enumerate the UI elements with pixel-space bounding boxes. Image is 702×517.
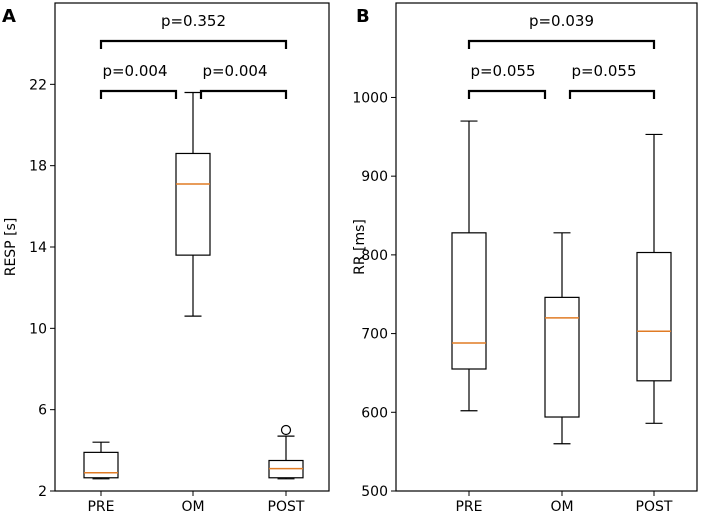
x-tick-label: PRE <box>87 499 114 515</box>
x-tick-label: POST <box>268 499 305 515</box>
y-tick-label: 500 <box>361 484 388 500</box>
significance-bracket <box>199 89 288 99</box>
y-tick-label: 1000 <box>352 90 388 106</box>
box-post <box>636 133 672 424</box>
panel-label: B <box>356 6 370 27</box>
y-tick-label: 2 <box>38 484 47 500</box>
significance-bracket <box>568 89 656 99</box>
y-tick-label: 10 <box>29 321 47 337</box>
box-body <box>544 296 580 418</box>
p-value-label: p=0.352 <box>161 12 226 30</box>
significance-bracket <box>99 39 288 49</box>
y-tick-label: 6 <box>38 403 47 419</box>
p-value-label: p=0.004 <box>102 62 167 80</box>
y-tick-label: 14 <box>29 240 47 256</box>
box-body <box>175 152 211 256</box>
p-value-label: p=0.055 <box>470 62 535 80</box>
y-tick-label: 22 <box>29 77 47 93</box>
box-om <box>544 232 580 445</box>
box-om <box>175 91 211 317</box>
x-tick-label: OM <box>181 499 204 515</box>
significance-bracket <box>467 39 656 49</box>
box-body <box>83 451 119 479</box>
significance-bracket <box>99 89 178 99</box>
p-value-label: p=0.039 <box>529 12 594 30</box>
p-value-label: p=0.004 <box>202 62 267 80</box>
axes-frame <box>395 2 698 492</box>
y-tick-label: 600 <box>361 405 388 421</box>
outlier-point <box>280 424 292 436</box>
panel-label: A <box>2 6 16 27</box>
box-body <box>451 232 487 370</box>
p-value-label: p=0.055 <box>571 62 636 80</box>
panel-b: B RR [ms] 500 600 700 800 900 1000 PRE OM POST p=0.… <box>352 2 698 515</box>
x-tick-label: PRE <box>455 499 482 515</box>
significance-bracket <box>467 89 547 99</box>
y-tick-label: 18 <box>29 159 47 175</box>
x-tick-label: POST <box>636 499 673 515</box>
box-pre <box>83 441 119 480</box>
x-tick-label: OM <box>550 499 573 515</box>
y-tick-label: 800 <box>361 248 388 264</box>
box-body <box>636 251 672 382</box>
y-axis-label: RESP [s] <box>3 218 19 277</box>
axes-frame <box>54 2 330 492</box>
box-post <box>268 424 304 480</box>
y-axis-label: RR [ms] <box>352 219 368 275</box>
box-pre <box>451 120 487 412</box>
panel-a: A RESP [s] 2 6 10 14 18 22 PRE OM POST p=0.352 p=0.0… <box>2 2 330 515</box>
y-tick-label: 700 <box>361 327 388 343</box>
y-tick-label: 900 <box>361 169 388 185</box>
